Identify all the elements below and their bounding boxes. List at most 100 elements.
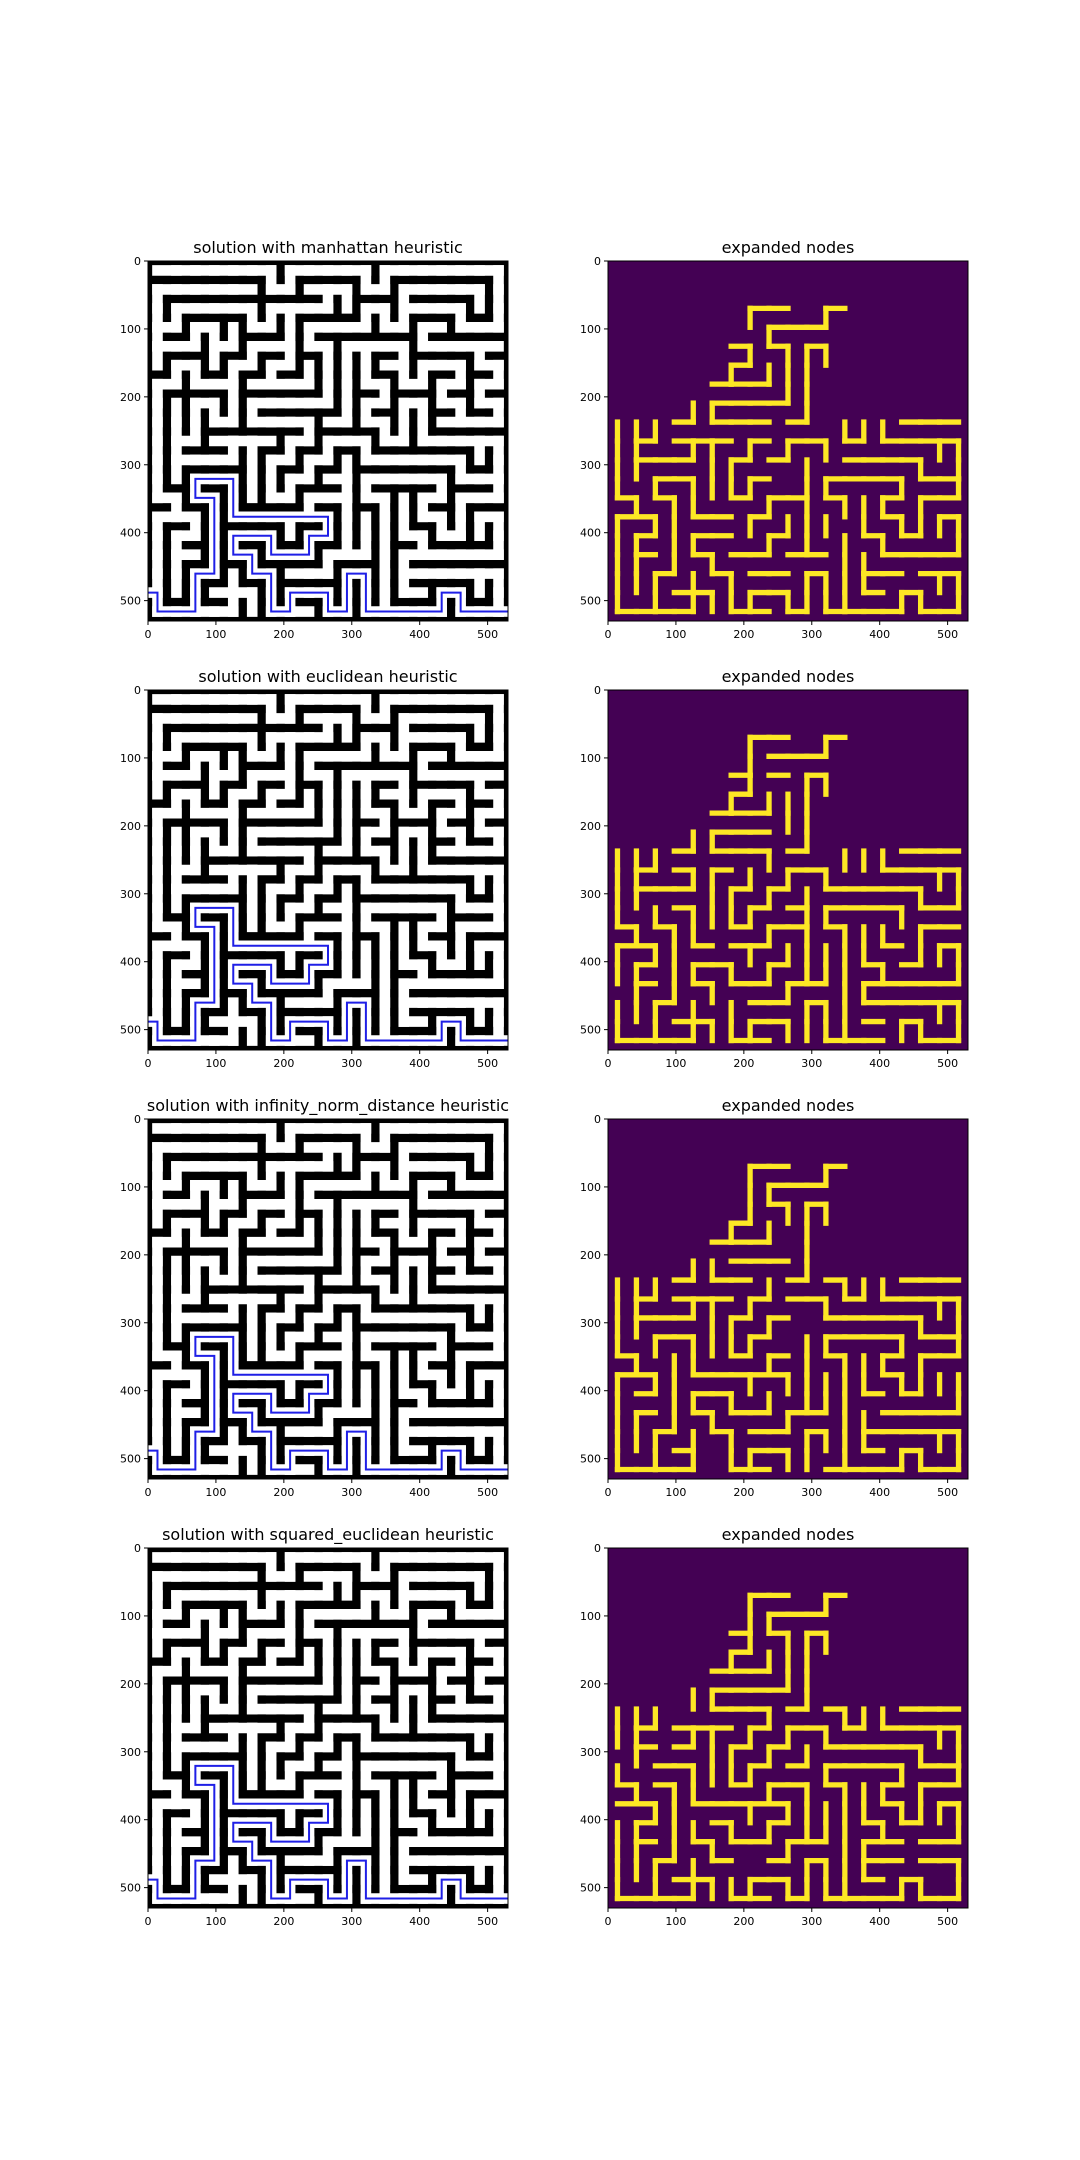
y-tick-label: 0 [594,684,601,697]
y-tick-label: 100 [120,1181,141,1194]
x-tick-label: 400 [409,1915,430,1928]
y-tick-label: 100 [120,752,141,765]
x-tick-label: 100 [205,1915,226,1928]
y-tick-label: 500 [120,1024,141,1037]
x-tick-label: 200 [273,1486,294,1499]
expanded-node-edges [614,305,962,615]
y-tick-label: 0 [134,1113,141,1126]
x-tick-label: 0 [145,628,152,641]
y-tick-label: 100 [580,1181,601,1194]
x-tick-label: 0 [145,1486,152,1499]
x-tick-label: 400 [869,628,890,641]
panel-title: expanded nodes [722,238,855,257]
x-tick-label: 0 [605,1915,612,1928]
y-tick-label: 500 [580,1882,601,1895]
y-tick-label: 300 [580,1317,601,1330]
y-tick-label: 0 [594,1542,601,1555]
y-tick-label: 0 [594,255,601,268]
axes-frame [147,1547,509,1909]
x-tick-label: 200 [733,628,754,641]
x-tick-label: 100 [205,1057,226,1070]
panel-title: expanded nodes [722,1096,855,1115]
expanded-nodes-panel: 0 100 200 300 400 500 0 100 200 300 400 500 expanded… [580,1525,969,1928]
solution-path [148,477,508,613]
y-tick-label: 200 [580,1249,601,1262]
x-tick-label: 300 [801,1057,822,1070]
x-tick-label: 300 [801,1486,822,1499]
y-tick-label: 400 [580,1814,601,1827]
solution-path [148,906,508,1042]
x-tick-label: 200 [273,1915,294,1928]
x-tick-label: 300 [341,1915,362,1928]
axes-frame [147,260,509,622]
y-tick-label: 0 [134,684,141,697]
x-tick-label: 500 [477,1057,498,1070]
x-tick-label: 0 [145,1915,152,1928]
x-tick-label: 300 [341,628,362,641]
panel-title: solution with euclidean heuristic [198,667,457,686]
expanded-node-edges [614,1163,962,1473]
x-tick-label: 300 [341,1057,362,1070]
axes-frame [607,260,969,622]
y-tick-label: 200 [120,1678,141,1691]
x-tick-label: 500 [937,628,958,641]
x-tick-label: 100 [205,1486,226,1499]
axes-frame [147,689,509,1051]
y-tick-label: 400 [120,956,141,969]
solution-path [148,1764,508,1900]
x-tick-label: 400 [409,628,430,641]
y-tick-label: 400 [580,1385,601,1398]
y-tick-label: 300 [580,1746,601,1759]
y-tick-label: 200 [120,1249,141,1262]
panel-title: solution with manhattan heuristic [193,238,463,257]
expanded-node-edges [614,1592,962,1902]
x-tick-label: 0 [605,628,612,641]
y-tick-label: 500 [580,1453,601,1466]
x-tick-label: 500 [937,1486,958,1499]
solution-path [148,1335,508,1471]
panel-title: solution with squared_euclidean heuristi… [162,1525,494,1545]
x-tick-label: 400 [409,1057,430,1070]
x-tick-label: 200 [733,1486,754,1499]
x-tick-label: 0 [145,1057,152,1070]
y-tick-label: 500 [580,595,601,608]
y-tick-label: 100 [580,752,601,765]
axes-frame [607,689,969,1051]
expanded-nodes-panel: 0 100 200 300 400 500 0 100 200 300 400 500 expanded… [580,1096,969,1499]
x-tick-label: 200 [273,628,294,641]
x-tick-label: 300 [801,1915,822,1928]
y-tick-label: 300 [580,888,601,901]
x-tick-label: 100 [665,1915,686,1928]
panel-title: solution with infinity_norm_distance heu… [147,1096,509,1116]
y-tick-label: 200 [580,391,601,404]
x-tick-label: 500 [477,1486,498,1499]
x-tick-label: 100 [665,628,686,641]
maze-solution-panel: 0 100 200 300 400 500 0 100 200 300 400 500 solution… [120,1096,509,1499]
expanded-nodes-panel: 0 100 200 300 400 500 0 100 200 300 400 500 expanded… [580,667,969,1070]
axes-frame [607,1547,969,1909]
y-tick-label: 300 [580,459,601,472]
maze-solution-panel: 0 100 200 300 400 500 0 100 200 300 400 500 solution… [120,238,509,641]
y-tick-label: 100 [580,323,601,336]
y-tick-label: 200 [580,820,601,833]
y-tick-label: 300 [120,888,141,901]
x-tick-label: 500 [477,628,498,641]
x-tick-label: 400 [869,1057,890,1070]
x-tick-label: 200 [733,1915,754,1928]
x-tick-label: 100 [205,628,226,641]
y-tick-label: 400 [120,527,141,540]
x-tick-label: 300 [341,1486,362,1499]
y-tick-label: 200 [120,820,141,833]
x-tick-label: 500 [477,1915,498,1928]
x-tick-label: 400 [869,1915,890,1928]
y-tick-label: 100 [120,1610,141,1623]
y-tick-label: 500 [120,1882,141,1895]
axes-frame [607,1118,969,1480]
x-tick-label: 500 [937,1057,958,1070]
x-tick-label: 200 [273,1057,294,1070]
y-tick-label: 400 [120,1385,141,1398]
x-tick-label: 300 [801,628,822,641]
maze-solution-panel: 0 100 200 300 400 500 0 100 200 300 400 500 solution… [120,1525,509,1928]
y-tick-label: 0 [134,255,141,268]
panel-title: expanded nodes [722,1525,855,1544]
